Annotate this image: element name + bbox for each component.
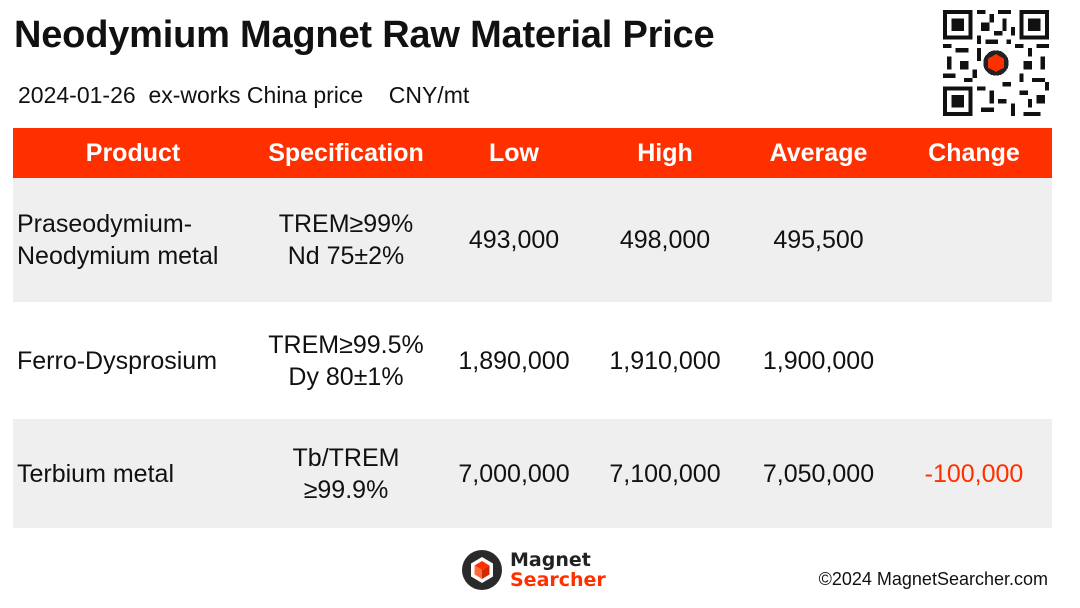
subtitle: 2024-01-26 ex-works China price CNY/mt — [18, 82, 469, 109]
specification-line: TREM≥99% — [278, 210, 414, 238]
average-price-cell: 495,500 — [741, 178, 896, 302]
high-price-cell: 498,000 — [589, 178, 741, 302]
report-date: 2024-01-26 — [18, 82, 136, 108]
column-header-high: High — [589, 128, 741, 178]
low-price-cell: 1,890,000 — [439, 302, 589, 419]
change-cell: -100,000 — [896, 419, 1052, 528]
magnet-searcher-logo-icon — [462, 550, 502, 590]
average-price-cell: 7,050,000 — [741, 419, 896, 528]
page-title: Neodymium Magnet Raw Material Price — [14, 14, 715, 56]
price-unit: CNY/mt — [388, 82, 470, 108]
table-row: Terbium metal Tb/TREM ≥99.9% 7,000,000 7… — [13, 419, 1052, 528]
change-cell — [896, 302, 1052, 419]
product-name-line: Praseodymium- — [17, 210, 193, 238]
change-cell — [896, 178, 1052, 302]
qr-code-icon — [943, 10, 1049, 116]
table-row: Ferro-Dysprosium TREM≥99.5% Dy 80±1% 1,8… — [13, 302, 1052, 419]
table-header-row: Product Specification Low High Average C… — [13, 128, 1052, 178]
specification-cell: Tb/TREM ≥99.9% — [253, 419, 439, 528]
product-name-line: Neodymium metal — [17, 242, 219, 270]
copyright-notice: ©2024 MagnetSearcher.com — [818, 569, 1048, 589]
logo-line-2: Searcher — [510, 569, 606, 591]
high-price-cell: 7,100,000 — [589, 419, 741, 528]
product-cell: Ferro-Dysprosium — [13, 302, 253, 419]
low-price-cell: 493,000 — [439, 178, 589, 302]
price-table: Product Specification Low High Average C… — [13, 128, 1052, 528]
column-header-low: Low — [439, 128, 589, 178]
product-name-line: Terbium metal — [17, 459, 174, 488]
specification-cell: TREM≥99.5% Dy 80±1% — [253, 302, 439, 419]
specification-cell: TREM≥99% Nd 75±2% — [253, 178, 439, 302]
product-cell: Praseodymium- Neodymium metal — [13, 178, 253, 302]
specification-line: Nd 75±2% — [287, 242, 405, 270]
logo-wordmark: Magnet Searcher — [510, 550, 606, 590]
column-header-product: Product — [13, 128, 253, 178]
column-header-average: Average — [741, 128, 896, 178]
logo-line-1: Magnet — [510, 549, 591, 571]
column-header-specification: Specification — [253, 128, 439, 178]
price-basis: ex-works China price — [148, 82, 364, 108]
average-price-cell: 1,900,000 — [741, 302, 896, 419]
product-cell: Terbium metal — [13, 419, 253, 528]
low-price-cell: 7,000,000 — [439, 419, 589, 528]
magnet-searcher-logo: Magnet Searcher — [460, 548, 606, 592]
high-price-cell: 1,910,000 — [589, 302, 741, 419]
specification-line: ≥99.9% — [303, 475, 389, 504]
specification-line: TREM≥99.5% — [268, 330, 424, 359]
specification-line: Dy 80±1% — [288, 362, 404, 391]
table-row: Praseodymium- Neodymium metal TREM≥99% N… — [13, 178, 1052, 302]
specification-line: Tb/TREM — [292, 443, 400, 472]
column-header-change: Change — [896, 128, 1052, 178]
product-name-line: Ferro-Dysprosium — [17, 346, 218, 375]
